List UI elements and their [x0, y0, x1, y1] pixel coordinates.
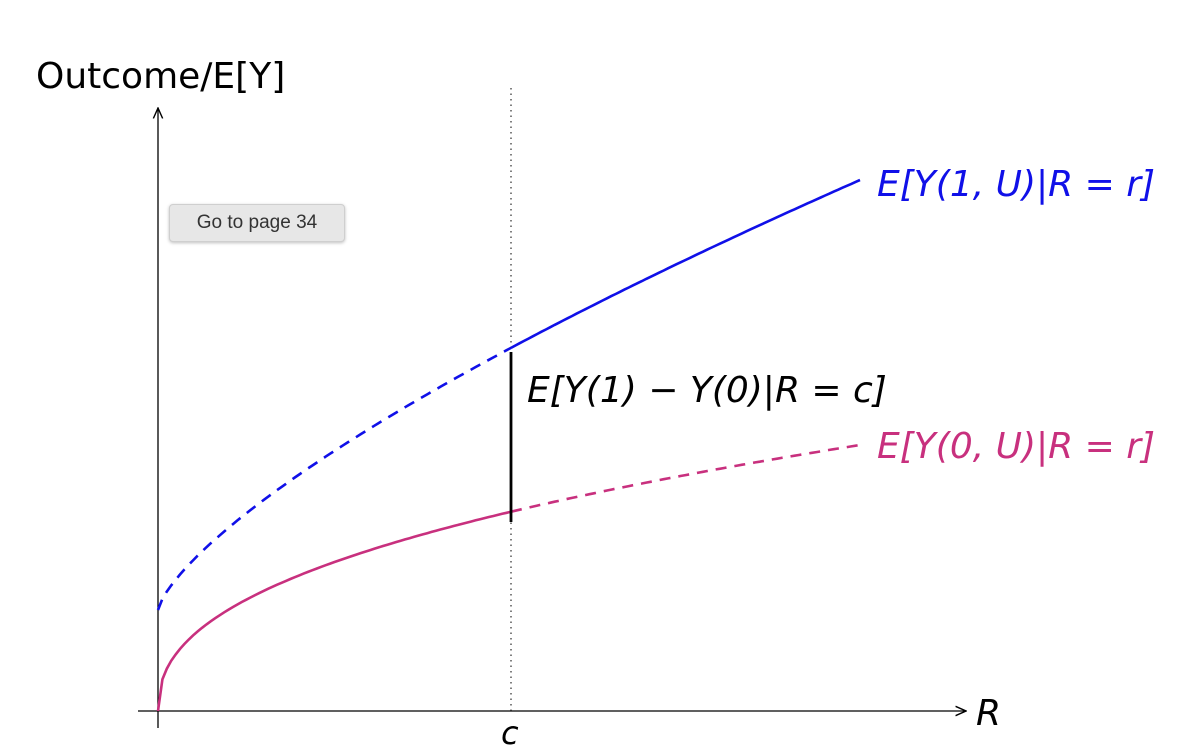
control-curve-label: E[Y(0, U)|R = r]: [877, 426, 1155, 467]
y-axis-label: Outcome/E[Y]: [36, 56, 285, 97]
treated-curve-solid: [510, 178, 861, 350]
cutoff-label: c: [501, 714, 519, 752]
treated-curve-label: E[Y(1, U)|R = r]: [877, 164, 1155, 205]
treated-curve-dashed: [156, 346, 512, 611]
x-axis-label: R: [976, 693, 1001, 734]
go-to-page-tooltip-button[interactable]: Go to page 34: [169, 204, 345, 242]
control-curve-dashed: [510, 443, 861, 513]
effect-label: E[Y(1) − Y(0)|R = c]: [527, 370, 887, 411]
control-curve-solid: [156, 510, 512, 712]
